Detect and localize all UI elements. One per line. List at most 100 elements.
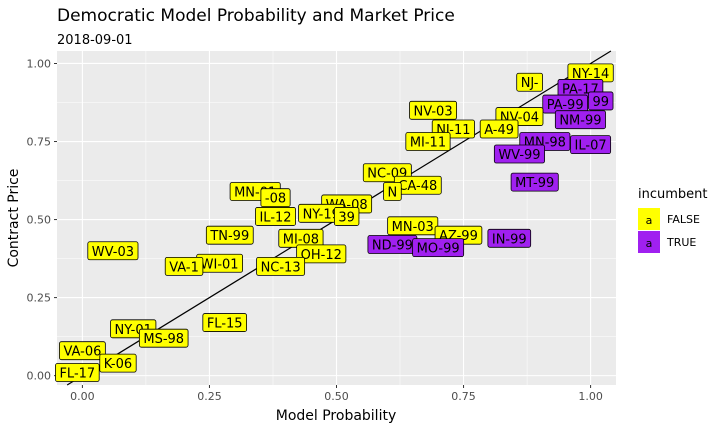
point-label: CA-48 (393, 175, 442, 195)
point-label-box (570, 135, 612, 155)
point-label: ND-99 (367, 235, 418, 254)
x-tick-label: 0.00 (70, 390, 95, 403)
point-label-box (487, 228, 532, 248)
x-tick-label: 0.50 (324, 390, 349, 403)
point-label-box (383, 182, 402, 201)
point-label: WI-01 (196, 253, 243, 273)
point-label-box (412, 238, 465, 258)
point-label-text: NC-13 (261, 260, 301, 275)
point-label-text: VA-1 (169, 260, 199, 275)
point-label-box (333, 207, 360, 226)
point-label: NM-99 (554, 110, 606, 130)
point-label-text: N (388, 185, 398, 200)
point-label: MS-98 (138, 328, 189, 348)
point-label: MI-11 (405, 132, 451, 151)
point-label: N (383, 182, 402, 201)
point-label-box (296, 244, 347, 264)
point-label-text: 39 (338, 210, 355, 225)
point-label-text: OH-12 (301, 248, 342, 263)
point-label: IN-99 (487, 228, 532, 248)
point-label-text: K-06 (104, 357, 132, 372)
point-label-box (138, 328, 189, 348)
point-label-text: MO-99 (417, 242, 460, 257)
y-tick-label: 1.00 (27, 57, 52, 70)
point-label: NY-19 (298, 203, 345, 223)
point-label-box (205, 225, 254, 245)
point-label-text: WI-01 (201, 257, 239, 272)
point-label-box (260, 188, 291, 208)
point-label: MO-99 (412, 238, 465, 258)
y-tick-label: 0.75 (27, 136, 52, 149)
point-label-text: NJ- (521, 76, 539, 91)
x-tick-label: 0.25 (197, 390, 222, 403)
point-label: VA-06 (59, 341, 106, 361)
point-label: FL-15 (202, 313, 247, 332)
point-label-text: NY-14 (572, 67, 609, 82)
legend-label: FALSE (667, 213, 700, 226)
point-label-box (255, 207, 296, 226)
point-label-box (479, 119, 519, 139)
point-label: TN-99 (205, 225, 254, 245)
point-label: IL-12 (255, 207, 296, 226)
point-label-box (59, 341, 106, 361)
point-label: WV-03 (87, 241, 139, 261)
x-axis-title: Model Probability (276, 408, 397, 424)
point-label: NY-14 (567, 63, 614, 83)
point-label: PA-99 (542, 94, 589, 114)
point-label-text: -08 (265, 192, 286, 207)
point-label-text: MI-08 (283, 232, 319, 247)
point-label-box (493, 144, 545, 164)
point-label-text: PA-99 (547, 98, 584, 113)
point-label-text: MT-99 (515, 176, 554, 191)
point-label: MT-99 (510, 172, 559, 192)
point-label: -08 (260, 188, 291, 208)
point-label-text: MS-98 (143, 332, 184, 347)
legend-key-glyph: a (646, 237, 653, 250)
point-label: WV-99 (493, 144, 545, 164)
axis-ticks: 0.00 0.25 0.50 0.75 1.00 0.00 0.25 0.50 0.75 1.00 (27, 57, 603, 403)
point-label-text: A-49 (484, 123, 514, 138)
point-label-text: WV-03 (92, 245, 134, 260)
y-tick-label: 0.25 (27, 292, 52, 305)
point-label-text: 99 (592, 95, 609, 110)
point-label: OH-12 (296, 244, 347, 264)
legend-label: TRUE (666, 236, 696, 249)
point-label: NV-03 (409, 100, 458, 120)
point-label-text: IL-07 (575, 139, 607, 154)
point-label-text: WV-99 (498, 148, 540, 163)
x-tick-label: 0.75 (451, 390, 476, 403)
chart-subtitle: 2018-09-01 (57, 33, 133, 48)
point-label: A-49 (479, 119, 519, 139)
point-label-text: TN-99 (209, 229, 249, 244)
legend: incumbent a FALSE a TRUE (638, 187, 708, 253)
point-label-box (99, 353, 137, 373)
point-label: 39 (333, 207, 360, 226)
point-label-text: ND-99 (372, 239, 413, 254)
legend-key-glyph: a (646, 214, 653, 227)
point-label-text: CA-48 (398, 179, 437, 194)
point-label-box (256, 256, 306, 276)
x-tick-label: 1.00 (578, 390, 603, 403)
point-label: MN-03 (387, 216, 439, 236)
point-label: 99 (588, 91, 614, 111)
point-label-box (202, 313, 247, 332)
point-label-text: MI-11 (410, 136, 446, 151)
point-label: NC-13 (256, 256, 306, 276)
y-axis-title: Contract Price (6, 169, 22, 268)
point-label-text: NY-19 (303, 207, 340, 222)
point-label: MI-08 (278, 228, 324, 248)
point-label: IL-07 (570, 135, 612, 155)
point-label-box (510, 172, 559, 192)
point-label-text: NV-03 (414, 104, 453, 119)
point-label-box (405, 132, 451, 151)
point-label-text: MN-03 (392, 220, 434, 235)
point-label-box (55, 363, 100, 382)
legend-key (638, 231, 660, 253)
point-label-text: FL-17 (59, 367, 95, 382)
point-label-text: IN-99 (492, 232, 527, 247)
y-tick-label: 0.50 (27, 214, 52, 227)
point-label-box (588, 91, 614, 111)
point-label-box (516, 72, 543, 92)
